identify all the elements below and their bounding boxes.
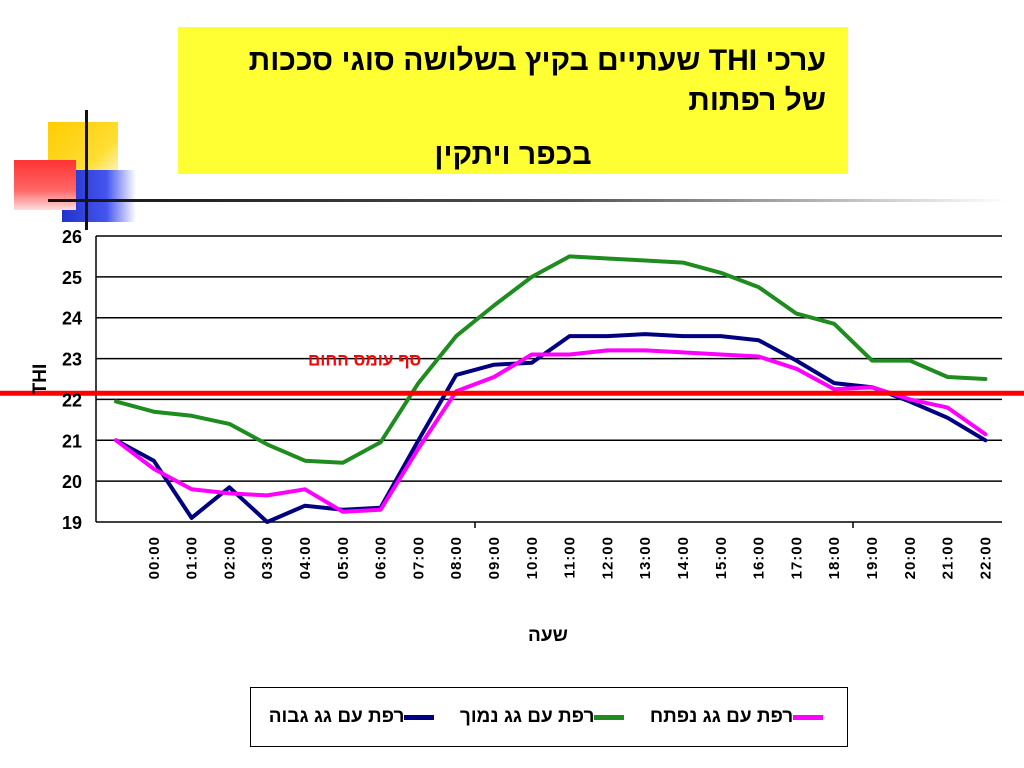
x-tick-label-22: 21:00 bbox=[940, 536, 957, 579]
x-tick-label-19: 18:00 bbox=[826, 536, 843, 579]
x-tick-label-17: 16:00 bbox=[751, 536, 768, 579]
x-tick-label-3: 02:00 bbox=[221, 536, 238, 579]
series-line-1 bbox=[114, 254, 988, 465]
x-tick-label-15: 14:00 bbox=[675, 536, 692, 579]
x-axis-title: שעה bbox=[528, 625, 568, 646]
x-tick-label-16: 15:00 bbox=[713, 536, 730, 579]
series-line-0 bbox=[114, 332, 988, 524]
deco-horizontal-line bbox=[48, 199, 1008, 202]
y-tick-label-26: 26 bbox=[62, 227, 82, 247]
x-tick-label-8: 07:00 bbox=[410, 536, 427, 579]
x-tick-label-9: 08:00 bbox=[448, 536, 465, 579]
x-tick-label-5: 04:00 bbox=[297, 536, 314, 579]
axis-layer bbox=[95, 236, 1002, 528]
y-tick-label-25: 25 bbox=[62, 268, 82, 288]
x-tick-label-13: 12:00 bbox=[599, 536, 616, 579]
x-tick-label-23: 22:00 bbox=[977, 536, 994, 579]
x-tick-label-10: 09:00 bbox=[486, 536, 503, 579]
legend-label: רפת עם גג נפתח bbox=[649, 706, 794, 727]
x-tick-label-18: 17:00 bbox=[788, 536, 805, 579]
x-tick-label-11: 10:00 bbox=[524, 536, 541, 579]
legend-swatch bbox=[793, 714, 824, 720]
x-tick-label-21: 20:00 bbox=[902, 536, 919, 579]
grid-layer bbox=[96, 235, 1002, 482]
y-tick-label-23: 23 bbox=[62, 350, 82, 370]
chart-title-line1: ערכי THI שעתיים בקיץ בשלושה סוגי סככות ש… bbox=[248, 44, 826, 117]
y-axis-title: THI bbox=[30, 364, 51, 395]
series-layer bbox=[114, 254, 988, 524]
legend-swatch bbox=[594, 714, 625, 720]
x-tick-label-1: 00:00 bbox=[146, 536, 163, 579]
legend: רפת עם גג נפתח רפת עם גג נמוך רפת עם גג גב… bbox=[250, 687, 848, 747]
threshold-label: סף עומס החום bbox=[308, 350, 421, 369]
y-tick-label-19: 19 bbox=[62, 513, 82, 533]
deco-vertical-line bbox=[85, 110, 88, 230]
legend-item-2: רפת עם גג נפתח bbox=[650, 706, 829, 728]
x-tick-label-2: 01:00 bbox=[184, 536, 201, 579]
x-tick-label-14: 13:00 bbox=[637, 536, 654, 579]
x-tick-label-6: 05:00 bbox=[335, 536, 352, 579]
x-tick-label-4: 03:00 bbox=[259, 536, 276, 579]
legend-item-0: רפת עם גג גבוה bbox=[269, 706, 441, 728]
y-tick-label-20: 20 bbox=[62, 472, 82, 492]
x-tick-label-7: 06:00 bbox=[373, 536, 390, 579]
legend-swatch bbox=[404, 714, 435, 720]
label-layer: 19 20 21 22 23 24 25 26 00:00 01:00 02:00 03:00 04:0… bbox=[30, 227, 994, 646]
legend-label: רפת עם גג נמוך bbox=[459, 706, 595, 727]
y-tick-label-22: 22 bbox=[62, 390, 82, 410]
x-tick-label-20: 19:00 bbox=[864, 536, 881, 579]
x-tick-label-12: 11:00 bbox=[562, 536, 579, 579]
legend-label: רפת עם גג גבוה bbox=[268, 706, 405, 727]
y-tick-label-24: 24 bbox=[62, 309, 82, 329]
legend-item-1: רפת עם גג נמוך bbox=[460, 706, 631, 728]
series-line-2 bbox=[114, 348, 988, 514]
chart-title-line2: בכפר ויתקין bbox=[434, 138, 592, 171]
chart-title-box: ערכי THI שעתיים בקיץ בשלושה סוגי סככות ש… bbox=[178, 27, 848, 174]
y-tick-label-21: 21 bbox=[62, 431, 82, 451]
